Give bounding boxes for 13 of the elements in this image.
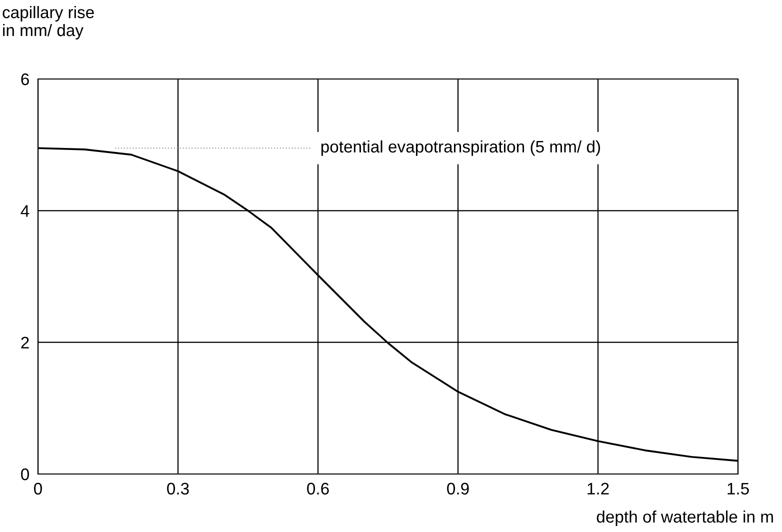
y-axis-title: capillary rise in mm/ day [2,6,94,40]
x-axis-title: depth of watertable in m [596,510,773,526]
x-tick-label: 0.9 [447,482,469,495]
x-tick-label: 0.3 [167,482,189,495]
x-tick-label: 0 [34,482,42,495]
y-tick-label: 0 [21,468,30,480]
y-tick-label: 2 [21,336,29,348]
ref-line-label: potential evapotranspiration (5 mm/ d) [321,140,600,156]
x-tick-label: 1.2 [588,482,609,494]
y-tick-label: 4 [20,205,30,217]
x-tick-label: 0.6 [307,482,329,495]
x-tick-label: 1.5 [728,482,749,495]
y-tick-label: 6 [21,73,29,86]
